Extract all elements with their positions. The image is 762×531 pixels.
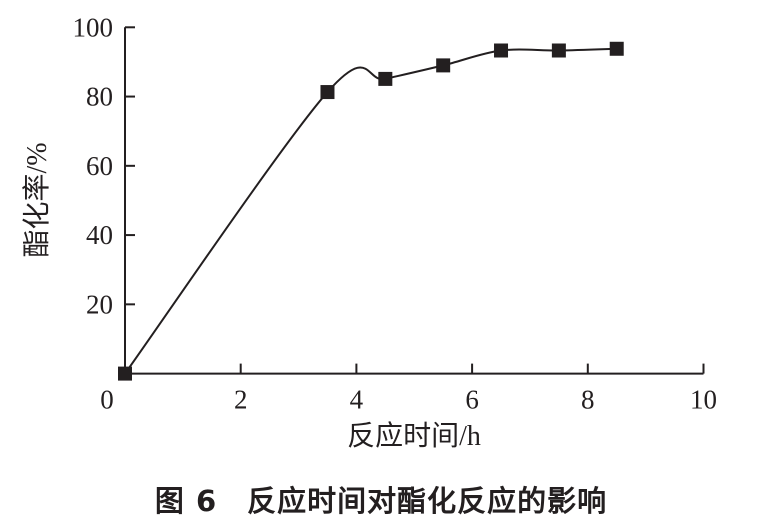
data-point <box>436 58 451 73</box>
data-point <box>118 366 132 381</box>
data-points <box>118 41 624 381</box>
x-tick-label: 0 <box>100 385 114 415</box>
data-point <box>320 85 335 100</box>
y-tick-label: 20 <box>86 289 113 319</box>
x-axis-label: 反应时间/h <box>347 420 481 452</box>
data-point <box>551 43 566 58</box>
y-tick-label: 40 <box>86 220 113 250</box>
x-tick-label: 10 <box>690 385 717 415</box>
data-point <box>609 41 624 56</box>
figure-caption: 图 6 反应时间对酯化反应的影响 <box>154 484 608 518</box>
y-tick-label: 60 <box>86 151 113 181</box>
axes: 0 2 4 6 8 10 20 40 60 80 100 <box>73 12 718 414</box>
y-tick-label: 80 <box>86 82 113 112</box>
y-tick-label: 100 <box>73 12 114 42</box>
x-tick-label: 8 <box>581 385 595 415</box>
chart: 0 2 4 6 8 10 20 40 60 80 100 反应时间/h 酯化率/% <box>21 12 718 452</box>
data-point <box>378 71 393 86</box>
x-tick-label: 4 <box>350 385 364 415</box>
data-point <box>494 43 509 58</box>
y-axis-label: 酯化率/% <box>21 142 53 257</box>
series-line <box>124 47 617 375</box>
x-tick-label: 2 <box>234 385 248 415</box>
x-tick-label: 6 <box>465 385 479 415</box>
